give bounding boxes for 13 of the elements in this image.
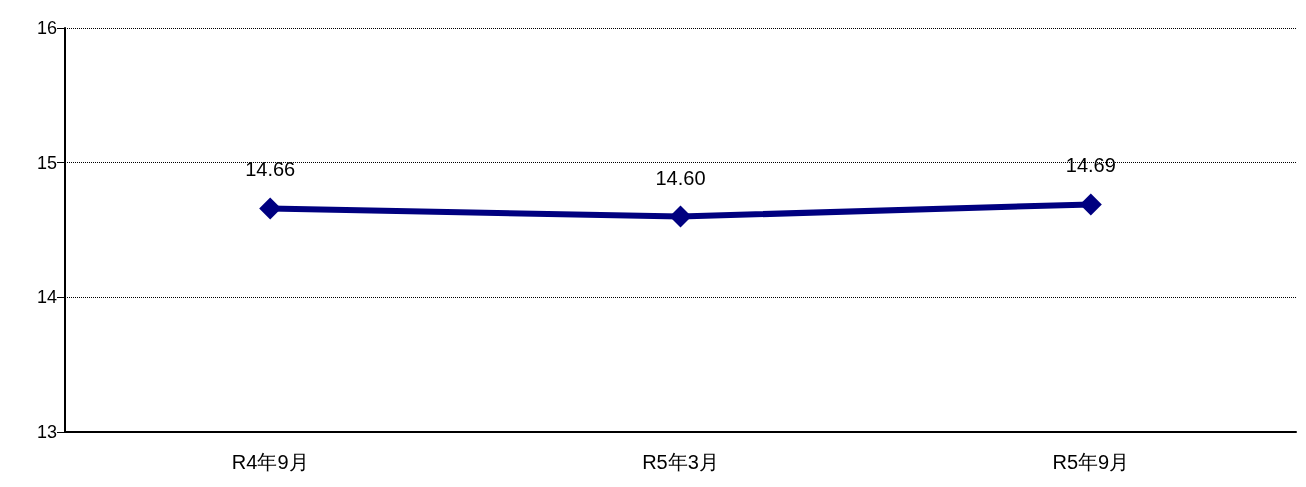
data-label: 14.66 — [245, 158, 296, 181]
y-tick-label: 13 — [37, 422, 58, 442]
point — [259, 197, 282, 220]
point — [1079, 193, 1102, 216]
y-tick-label: 15 — [37, 152, 58, 173]
x-tick-label: R5年3月 — [642, 451, 719, 473]
point — [669, 205, 692, 228]
x-tick-label: R4年9月 — [231, 451, 309, 473]
y-tick-label: 16 — [37, 18, 58, 38]
x-tick-label: R5年9月 — [1052, 451, 1130, 473]
data-label: 14.69 — [1065, 154, 1116, 177]
data-label: 14.60 — [655, 166, 706, 189]
y-tick-label: 14 — [37, 287, 58, 308]
